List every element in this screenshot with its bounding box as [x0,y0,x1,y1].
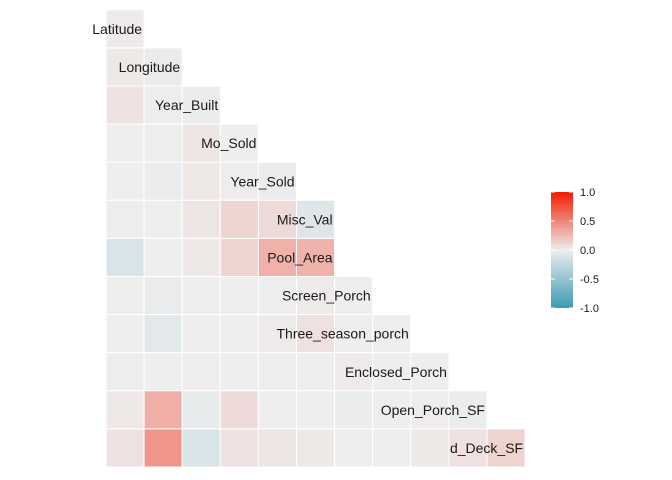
legend-tick-label-3: -0.5 [580,274,599,286]
heatmap-cell-open-porch-sf-4 [257,390,297,430]
heatmap-cell-open-porch-sf-6 [334,390,374,430]
heatmap-cell-year-sold-3 [219,161,259,201]
label-year-sold: Year_Sold [230,173,294,189]
heatmap-cell-pool-area-1 [143,237,183,277]
legend-tick-label-4: -1.0 [580,303,599,315]
heatmap-cell-screen-porch-2 [181,276,221,316]
heatmap-cell-enclosed-porch-1 [143,352,183,392]
heatmap-cell-mo-sold-1 [143,123,183,163]
heatmap-cell-d-deck-sf-2 [181,428,221,468]
heatmap-cell-misc-val-0 [105,199,145,239]
label-longitude: Longitude [119,59,181,75]
heatmap-cell-three-season-porch-3 [219,314,259,354]
legend-ticks: 1.0 0.5 0.0 -0.5 -1.0 [551,187,599,315]
heatmap-cell-mo-sold-0 [105,123,145,163]
label-screen-porch: Screen_Porch [282,288,371,304]
label-d-deck-sf: d_Deck_SF [450,440,523,456]
heatmap-cell-three-season-porch-1 [143,314,183,354]
heatmap-cell-d-deck-sf-8 [410,428,450,468]
heatmap-cells [105,9,526,468]
heatmap-cell-year-built-0 [105,85,145,125]
label-enclosed-porch: Enclosed_Porch [345,364,447,380]
heatmap-cell-three-season-porch-4 [257,314,297,354]
heatmap-cell-misc-val-1 [143,199,183,239]
heatmap-cell-d-deck-sf-10 [486,428,526,468]
label-pool-area: Pool_Area [267,249,333,265]
variable-labels: Latitude Longitude Year_Built Mo_Sold Year_S… [92,21,523,456]
heatmap-cell-enclosed-porch-8 [410,352,450,392]
heatmap-cell-open-porch-sf-9 [448,390,488,430]
heatmap-cell-screen-porch-6 [334,276,374,316]
heatmap-cell-screen-porch-4 [257,276,297,316]
label-latitude: Latitude [92,21,142,37]
heatmap-cell-misc-val-4 [257,199,297,239]
heatmap-cell-enclosed-porch-6 [334,352,374,392]
label-three-season-porch: Three_season_porch [276,326,408,342]
heatmap-cell-year-sold-0 [105,161,145,201]
heatmap-cell-enclosed-porch-3 [219,352,259,392]
heatmap-cell-three-season-porch-7 [372,314,412,354]
heatmap-cell-open-porch-sf-2 [181,390,221,430]
label-misc-val: Misc_Val [277,211,333,227]
legend-tick-label-2: 0.0 [580,245,595,257]
heatmap-cell-open-porch-sf-5 [296,390,336,430]
heatmap-cell-pool-area-3 [219,237,259,277]
heatmap-cell-open-porch-sf-1 [143,390,183,430]
heatmap-cell-longitude-0 [105,47,145,87]
heatmap-cell-latitude-0 [105,9,145,49]
heatmap-cell-three-season-porch-6 [334,314,374,354]
heatmap-cell-misc-val-3 [219,199,259,239]
legend-tick-label-1: 0.5 [580,216,595,228]
label-year-built: Year_Built [155,97,218,113]
heatmap-cell-screen-porch-0 [105,276,145,316]
heatmap-cell-pool-area-0 [105,237,145,277]
heatmap-cell-pool-area-4 [257,237,297,277]
heatmap-cell-pool-area-2 [181,237,221,277]
legend-tick-label-0: 1.0 [580,187,595,199]
heatmap-cell-d-deck-sf-0 [105,428,145,468]
heatmap-cell-enclosed-porch-2 [181,352,221,392]
heatmap-cell-three-season-porch-0 [105,314,145,354]
heatmap-cell-d-deck-sf-4 [257,428,297,468]
heatmap-cell-d-deck-sf-9 [448,428,488,468]
label-open-porch-sf: Open_Porch_SF [381,402,485,418]
heatmap-cell-three-season-porch-2 [181,314,221,354]
heatmap-cell-d-deck-sf-6 [334,428,374,468]
heatmap-cell-screen-porch-3 [219,276,259,316]
heatmap-cell-year-sold-2 [181,161,221,201]
heatmap-cell-enclosed-porch-0 [105,352,145,392]
heatmap-cell-enclosed-porch-5 [296,352,336,392]
heatmap-cell-three-season-porch-5 [296,314,336,354]
heatmap-cell-enclosed-porch-7 [372,352,412,392]
heatmap-cell-d-deck-sf-3 [219,428,259,468]
heatmap-cell-year-sold-1 [143,161,183,201]
heatmap-cell-open-porch-sf-3 [219,390,259,430]
heatmap-cell-mo-sold-2 [181,123,221,163]
heatmap-cell-d-deck-sf-1 [143,428,183,468]
heatmap-cell-screen-porch-1 [143,276,183,316]
legend-colorbar [551,192,573,308]
heatmap-cell-misc-val-2 [181,199,221,239]
color-legend: 1.0 0.5 0.0 -0.5 -1.0 [551,187,599,315]
heatmap-cell-open-porch-sf-0 [105,390,145,430]
heatmap-cell-d-deck-sf-7 [372,428,412,468]
heatmap-cell-enclosed-porch-4 [257,352,297,392]
heatmap-cell-misc-val-5 [296,199,336,239]
label-mo-sold: Mo_Sold [201,135,256,151]
heatmap-cell-d-deck-sf-5 [296,428,336,468]
